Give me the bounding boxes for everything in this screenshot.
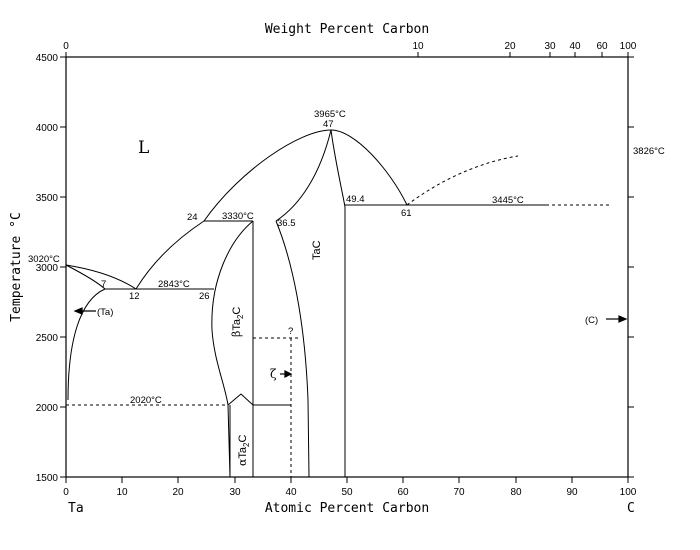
y-tick-label: 2000: [36, 403, 59, 414]
c-arrowhead-icon: [618, 315, 628, 323]
bottom-axis-title: Atomic Percent Carbon: [265, 501, 429, 516]
left-end-label: Ta: [68, 501, 84, 516]
ta-solid-label: (Ta): [97, 307, 113, 318]
phase-boundaries: [65, 129, 546, 478]
tac-right-boundary: [330, 129, 346, 477]
top-tick-labels: 0 10 20 30 40 60 100: [63, 41, 637, 52]
comp-7-label: 7: [101, 279, 106, 290]
plot-frame: [65, 56, 629, 478]
zeta-arrowhead-icon: [284, 370, 293, 378]
comp-12-label: 12: [129, 291, 140, 302]
x-tick-label: 30: [229, 487, 241, 498]
liquidus-to-tac: [203, 129, 332, 222]
x-tick-label: 10: [116, 487, 128, 498]
top-axis-ticks: [65, 52, 629, 57]
x-tick-labels: 0 10 20 30 40 50 60 70 80 90 100: [63, 487, 637, 498]
x-tick-label: 80: [510, 487, 522, 498]
annotations: L (Ta) (C) 3965°C 47 3826°C 24 3330°C 36…: [28, 109, 665, 466]
y-tick-label: 4000: [36, 123, 59, 134]
comp-61-label: 61: [401, 208, 412, 219]
temp-2843-label: 2843°C: [158, 279, 190, 290]
beta-ta2c-left: [211, 220, 254, 478]
beta-prefix: β: [230, 331, 243, 337]
y-tick-label: 3500: [36, 193, 59, 204]
beta-c: C: [231, 307, 243, 315]
x-tick-label: 60: [397, 487, 409, 498]
left-axis-title: Temperature °C: [9, 212, 24, 322]
temp-3826-label: 3826°C: [633, 146, 665, 157]
x-tick-label: 70: [453, 487, 465, 498]
beta-ta: Ta: [231, 318, 243, 331]
beta-ta2c-label: βTa2C: [230, 307, 245, 337]
y-tick-labels: 4500 4000 3500 3000 2500 2000 1500: [36, 53, 59, 484]
y-tick-label: 2500: [36, 333, 59, 344]
top-tick-label: 0: [63, 41, 69, 52]
graphite-liquidus-dashed: [406, 155, 519, 206]
alpha-subscript: 2: [242, 442, 251, 447]
alpha-beta-transition: [227, 393, 254, 406]
liquidus-right: [330, 129, 408, 206]
ta-arrowhead-icon: [73, 307, 83, 315]
x-tick-label: 90: [566, 487, 578, 498]
comp-26-label: 26: [199, 291, 210, 302]
top-tick-label: 10: [412, 41, 424, 52]
alpha-ta2c-label: αTa2C: [236, 434, 251, 466]
y-tick-label: 4500: [36, 53, 59, 64]
ta-liquidus: [65, 264, 137, 290]
x-axis-ticks: [65, 477, 629, 483]
beta-subscript: 2: [236, 314, 245, 319]
top-tick-label: 60: [596, 41, 608, 52]
comp-47-label: 47: [323, 119, 334, 130]
temp-2020-label: 2020°C: [130, 395, 162, 406]
comp-24-label: 24: [187, 212, 198, 223]
alpha-ta: Ta: [237, 446, 249, 459]
y-axis-ticks: [60, 56, 634, 478]
right-end-label: C: [627, 501, 635, 516]
liquidus-left: [135, 220, 253, 290]
comp-49-4-label: 49.4: [346, 194, 365, 205]
ta-solvus: [67, 288, 106, 401]
alpha-prefix: α: [236, 458, 249, 466]
x-tick-label: 40: [285, 487, 297, 498]
top-tick-label: 100: [620, 41, 637, 52]
carbon-solid-label: (C): [585, 315, 598, 326]
temp-3445-label: 3445°C: [492, 195, 524, 206]
ta-solidus: [65, 264, 106, 290]
tac-label: TaC: [311, 240, 323, 260]
alpha-c: C: [237, 434, 249, 442]
zeta-label: ζ: [270, 367, 277, 381]
beta-ta2c-right: [275, 220, 310, 478]
top-tick-label: 20: [504, 41, 516, 52]
arrows: [73, 307, 628, 378]
x-tick-label: 0: [63, 487, 69, 498]
question-mark-label: ?: [288, 326, 293, 337]
tac-left-boundary: [275, 129, 332, 222]
x-tick-label: 50: [341, 487, 353, 498]
temp-3020-label: 3020°C: [28, 254, 60, 265]
top-tick-label: 30: [544, 41, 556, 52]
top-tick-label: 40: [569, 41, 581, 52]
temp-3330-label: 3330°C: [222, 211, 254, 222]
y-tick-label: 1500: [36, 473, 59, 484]
x-tick-label: 20: [172, 487, 184, 498]
top-axis-title: Weight Percent Carbon: [265, 22, 429, 37]
y-tick-label: 3000: [36, 263, 59, 274]
x-tick-label: 100: [620, 487, 637, 498]
temp-3965-label: 3965°C: [314, 109, 346, 120]
liquid-label: L: [138, 138, 149, 158]
comp-36-5-label: 36.5: [277, 218, 296, 229]
dashed-boundaries: [66, 155, 612, 477]
